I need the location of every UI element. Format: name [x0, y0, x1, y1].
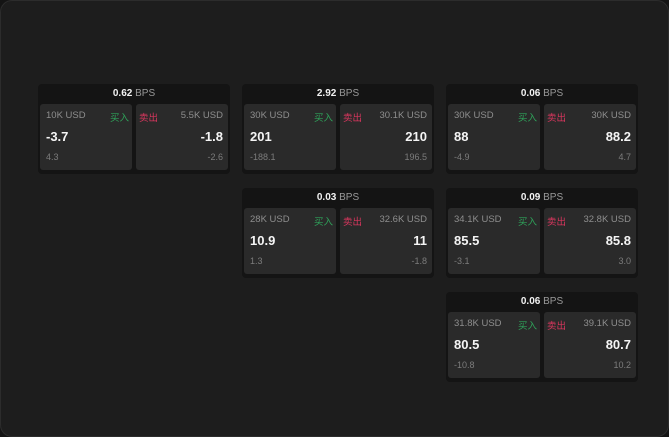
- buy-quantity: 34.1K USD: [454, 214, 502, 225]
- sell-price: 80.7: [605, 337, 631, 352]
- sell-label: 卖出: [547, 217, 567, 228]
- buy-label: 买入: [517, 321, 537, 332]
- quote-card: 0.06 BPS 31.8K USD 买入 80.5 -10.8 卖出 39.1…: [446, 292, 638, 382]
- sell-label: 卖出: [547, 321, 567, 332]
- buy-price: 85.5: [454, 233, 480, 248]
- buy-label: 买入: [313, 113, 333, 124]
- quote-card: 2.92 BPS 30K USD 买入 201 -188.1 卖出 30.1K …: [242, 84, 434, 174]
- sell-change: -1.8: [411, 256, 427, 266]
- buy-button[interactable]: 28K USD 买入 10.9 1.3: [244, 208, 336, 274]
- spread-value: 0.09: [520, 192, 541, 203]
- sell-change: 10.2: [613, 360, 631, 370]
- spread-unit: BPS: [543, 192, 564, 203]
- sell-change: 4.7: [618, 152, 631, 162]
- buy-price: -3.7: [46, 129, 69, 144]
- buy-change: 4.3: [46, 152, 59, 162]
- buy-label: 买入: [313, 217, 333, 228]
- spread-header: 0.09 BPS: [446, 188, 638, 208]
- buy-quantity: 30K USD: [454, 110, 494, 121]
- spread-unit: BPS: [543, 296, 564, 307]
- buy-label: 买入: [109, 113, 129, 124]
- buy-price: 10.9: [250, 233, 276, 248]
- spread-header: 2.92 BPS: [242, 84, 434, 104]
- spread-unit: BPS: [339, 192, 360, 203]
- spread-unit: BPS: [543, 88, 564, 99]
- sell-label: 卖出: [547, 113, 567, 124]
- buy-quantity: 28K USD: [250, 214, 290, 225]
- spread-unit: BPS: [339, 88, 360, 99]
- buy-change: -4.9: [454, 152, 470, 162]
- sell-change: -2.6: [207, 152, 223, 162]
- sell-price: 85.8: [605, 233, 631, 248]
- spread-value: 0.06: [520, 88, 541, 99]
- buy-button[interactable]: 31.8K USD 买入 80.5 -10.8: [448, 312, 540, 378]
- sell-change: 196.5: [404, 152, 427, 162]
- buy-quantity: 31.8K USD: [454, 318, 502, 329]
- spread-header: 0.06 BPS: [446, 84, 638, 104]
- sell-button[interactable]: 卖出 32.6K USD 11 -1.8: [340, 208, 432, 274]
- quote-card: 0.03 BPS 28K USD 买入 10.9 1.3 卖出 32.6K US…: [242, 188, 434, 278]
- sell-quantity: 30.1K USD: [379, 110, 427, 121]
- sell-price: 88.2: [605, 129, 631, 144]
- sell-button[interactable]: 卖出 32.8K USD 85.8 3.0: [544, 208, 636, 274]
- sell-quantity: 32.8K USD: [583, 214, 631, 225]
- buy-quantity: 30K USD: [250, 110, 290, 121]
- buy-quantity: 10K USD: [46, 110, 86, 121]
- spread-value: 0.62: [112, 88, 133, 99]
- spread-unit: BPS: [135, 88, 156, 99]
- buy-button[interactable]: 34.1K USD 买入 85.5 -3.1: [448, 208, 540, 274]
- quote-card: 0.09 BPS 34.1K USD 买入 85.5 -3.1 卖出 32.8K…: [446, 188, 638, 278]
- buy-label: 买入: [517, 113, 537, 124]
- sell-price: 11: [413, 233, 427, 248]
- sell-quantity: 30K USD: [591, 110, 631, 121]
- buy-change: 1.3: [250, 256, 263, 266]
- buy-button[interactable]: 30K USD 买入 88 -4.9: [448, 104, 540, 170]
- buy-change: -3.1: [454, 256, 470, 266]
- spread-value: 0.03: [316, 192, 337, 203]
- sell-label: 卖出: [139, 113, 159, 124]
- sell-quantity: 5.5K USD: [180, 110, 223, 121]
- sell-change: 3.0: [618, 256, 631, 266]
- spread-header: 0.06 BPS: [446, 292, 638, 312]
- buy-label: 买入: [517, 217, 537, 228]
- buy-button[interactable]: 30K USD 买入 201 -188.1: [244, 104, 336, 170]
- spread-value: 2.92: [316, 88, 337, 99]
- buy-button[interactable]: 10K USD 买入 -3.7 4.3: [40, 104, 132, 170]
- sell-price: -1.8: [200, 129, 223, 144]
- buy-change: -188.1: [250, 152, 276, 162]
- sell-button[interactable]: 卖出 30.1K USD 210 196.5: [340, 104, 432, 170]
- buy-price: 201: [250, 129, 272, 144]
- spread-header: 0.03 BPS: [242, 188, 434, 208]
- sell-button[interactable]: 卖出 39.1K USD 80.7 10.2: [544, 312, 636, 378]
- spread-value: 0.06: [520, 296, 541, 307]
- sell-label: 卖出: [343, 113, 363, 124]
- buy-change: -10.8: [454, 360, 475, 370]
- buy-price: 88: [454, 129, 469, 144]
- sell-label: 卖出: [343, 217, 363, 228]
- spread-header: 0.62 BPS: [38, 84, 230, 104]
- sell-quantity: 39.1K USD: [583, 318, 631, 329]
- sell-button[interactable]: 卖出 5.5K USD -1.8 -2.6: [136, 104, 228, 170]
- buy-price: 80.5: [454, 337, 480, 352]
- quote-card: 0.62 BPS 10K USD 买入 -3.7 4.3 卖出 5.5K USD…: [38, 84, 230, 174]
- sell-button[interactable]: 卖出 30K USD 88.2 4.7: [544, 104, 636, 170]
- sell-price: 210: [405, 129, 427, 144]
- quote-card: 0.06 BPS 30K USD 买入 88 -4.9 卖出 30K USD 8…: [446, 84, 638, 174]
- sell-quantity: 32.6K USD: [379, 214, 427, 225]
